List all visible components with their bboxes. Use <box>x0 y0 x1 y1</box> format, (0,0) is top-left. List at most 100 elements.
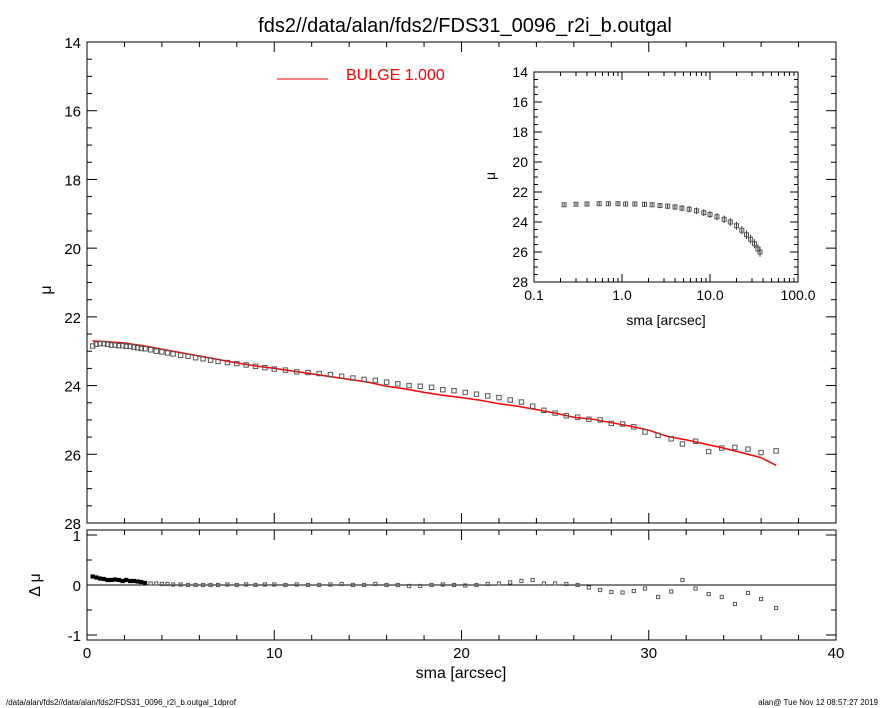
main-y-axis-label: μ <box>38 285 55 294</box>
residual-point <box>451 582 457 588</box>
residual-point <box>406 583 412 589</box>
data-point <box>153 348 159 354</box>
data-point <box>316 370 322 377</box>
residual-point <box>101 576 106 582</box>
inset-series <box>561 201 763 257</box>
inset-point <box>605 201 611 207</box>
residual-point <box>234 582 239 588</box>
data-point <box>234 360 240 367</box>
residual-point <box>208 582 213 588</box>
residual-point <box>631 588 636 594</box>
data-point <box>271 366 277 372</box>
residual-point <box>135 579 140 584</box>
data-point <box>192 355 199 361</box>
data-point <box>428 384 435 390</box>
inset-y-tick-label: 24 <box>512 214 528 230</box>
data-point <box>338 373 345 379</box>
residual-point <box>253 582 258 588</box>
data-point <box>112 342 118 348</box>
inset-y-tick-label: 20 <box>512 154 528 170</box>
data-point <box>451 388 457 394</box>
residual-point <box>98 576 103 581</box>
residual-point <box>178 582 183 587</box>
residual-point <box>339 581 344 587</box>
data-point <box>631 424 637 430</box>
inset-y-tick-label: 22 <box>512 184 528 200</box>
data-point <box>215 358 221 365</box>
inset-point <box>693 208 699 214</box>
residual-y-tick-label: 1 <box>73 528 81 545</box>
residual-point <box>373 581 378 587</box>
residual-point <box>244 582 249 587</box>
residual-point <box>440 582 445 587</box>
residual-point <box>759 596 764 602</box>
inset-point <box>701 210 707 216</box>
data-point <box>170 351 176 357</box>
data-point <box>282 367 289 373</box>
residual-point <box>193 582 198 588</box>
inset-point <box>686 206 692 212</box>
inset-point <box>672 204 678 210</box>
data-point <box>668 436 674 442</box>
residual-point <box>541 581 546 586</box>
inset-point <box>679 205 685 211</box>
inset-plot: 0.1 1.0 10.0 100.0 14 16 18 20 22 24 26 28 μ sma [… <box>482 64 816 328</box>
data-point <box>758 449 764 456</box>
data-point <box>119 343 126 349</box>
data-point <box>518 399 525 405</box>
residual-point <box>597 587 603 593</box>
data-point <box>507 397 513 403</box>
inset-y-tick-label: 18 <box>512 124 528 140</box>
inset-point <box>757 249 763 255</box>
residual-point <box>463 583 468 588</box>
main-y-tick-label: 28 <box>64 516 81 533</box>
data-point <box>185 353 191 360</box>
residual-x-tick-label: 30 <box>640 645 657 662</box>
inset-x-tick-label: 100.0 <box>780 287 815 303</box>
data-point <box>679 441 686 447</box>
inset-point <box>657 203 663 208</box>
data-point <box>164 350 171 356</box>
residual-point <box>262 582 267 587</box>
main-y-tick-label: 26 <box>64 447 81 464</box>
data-point <box>97 340 103 347</box>
residual-point <box>131 578 136 584</box>
data-point <box>383 379 390 385</box>
data-point <box>101 340 107 347</box>
inset-point <box>733 223 739 229</box>
footer-path: /data/alan/fds2//data/alan/fds2/FDS31_00… <box>6 698 237 707</box>
data-point <box>262 365 268 371</box>
inset-point <box>561 202 567 208</box>
residual-point <box>272 582 277 587</box>
main-y-tick-label: 20 <box>64 241 81 258</box>
residual-y-tick-label: -1 <box>68 628 81 645</box>
residual-point <box>485 581 490 587</box>
data-point <box>440 386 446 393</box>
residual-point <box>283 582 288 588</box>
residual-series <box>90 574 779 611</box>
residual-point <box>719 594 724 600</box>
residual-point <box>474 582 479 588</box>
data-point <box>586 416 592 422</box>
residual-x-tick-label: 0 <box>83 645 91 662</box>
data-point <box>406 382 412 389</box>
inset-point <box>573 201 579 207</box>
inset-point <box>632 201 638 207</box>
data-point <box>719 445 725 451</box>
inset-y-tick-label: 26 <box>512 244 528 260</box>
data-point <box>372 377 379 384</box>
inset-point <box>615 201 621 207</box>
data-point <box>608 420 614 427</box>
data-point <box>642 429 648 435</box>
inset-x-tick-label: 0.1 <box>524 287 544 303</box>
residual-point <box>159 581 165 587</box>
data-point <box>692 438 699 444</box>
data-point <box>361 376 367 383</box>
data-point <box>597 417 603 423</box>
residual-point <box>120 578 125 584</box>
residual-plot: 0 10 20 30 40 10-1 Δ μ sma [arcsec] <box>27 528 844 682</box>
inset-point <box>744 232 750 238</box>
residual-point <box>586 585 591 590</box>
data-point <box>131 344 137 350</box>
